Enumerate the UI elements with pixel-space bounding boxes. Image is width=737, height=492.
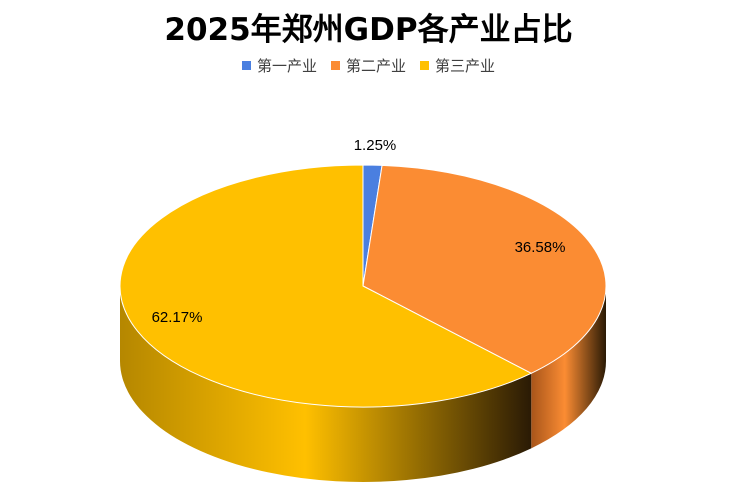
legend-label-secondary: 第二产业 bbox=[345, 57, 406, 75]
legend-item-secondary: 第二产业 bbox=[330, 55, 406, 76]
pie-slice-tertiary bbox=[119, 164, 533, 408]
pie-side-secondary bbox=[531, 286, 606, 449]
pie-slice-secondary bbox=[362, 164, 607, 374]
legend-swatch-primary bbox=[241, 61, 251, 70]
chart-title: 2025年郑州GDP各产业占比 bbox=[164, 12, 573, 48]
data-label-secondary: 36.58% bbox=[515, 239, 566, 256]
data-label-primary: 1.25% bbox=[354, 137, 397, 154]
legend-item-primary: 第一产业 bbox=[241, 55, 317, 76]
pie-side-tertiary bbox=[119, 286, 532, 482]
legend: 第一产业 第二产业 第三产业 bbox=[0, 55, 737, 76]
legend-swatch-secondary bbox=[330, 61, 340, 70]
legend-label-tertiary: 第三产业 bbox=[435, 57, 496, 75]
legend-label-primary: 第一产业 bbox=[256, 57, 317, 75]
legend-swatch-tertiary bbox=[420, 61, 429, 70]
data-label-tertiary: 62.17% bbox=[152, 309, 203, 326]
legend-item-tertiary: 第三产业 bbox=[420, 55, 495, 76]
